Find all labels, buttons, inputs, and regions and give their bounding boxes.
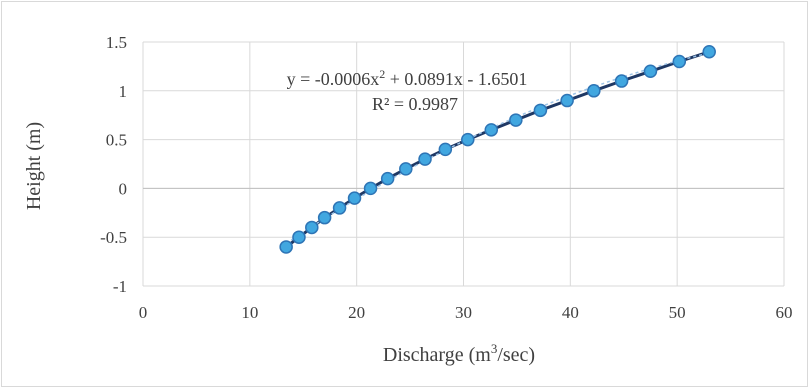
x-tick-label: 50 [669, 303, 686, 322]
y-tick-label: 1.5 [106, 33, 127, 52]
data-point [560, 93, 574, 108]
data-point [509, 113, 523, 127]
data-point [461, 132, 475, 147]
x-tick-label: 60 [776, 303, 793, 322]
data-point [702, 45, 716, 59]
data-point [587, 84, 601, 98]
data-point [533, 103, 548, 118]
data-point [380, 171, 395, 186]
x-axis-title: Discharge (m3/sec) [383, 341, 535, 366]
data-point [305, 220, 319, 235]
y-tick-label: 0 [119, 179, 128, 198]
y-tick-label: -0.5 [100, 228, 127, 247]
x-tick-labels: 0 10 20 30 40 50 60 [139, 303, 793, 322]
data-point [317, 210, 332, 225]
y-tick-label: -1 [113, 277, 127, 296]
data-point [672, 54, 687, 69]
x-tick-label: 30 [455, 303, 472, 322]
data-point [347, 191, 362, 205]
data-point [399, 162, 413, 176]
data-point [643, 64, 658, 79]
data-point [614, 74, 629, 88]
data-point [292, 230, 306, 244]
r-squared-label: R² = 0.9987 [372, 94, 458, 114]
data-point [363, 181, 378, 196]
data-point [332, 201, 347, 215]
y-axis-title: Height (m) [23, 122, 45, 210]
x-tick-label: 0 [139, 303, 148, 322]
data-point [438, 142, 453, 157]
x-tick-label: 10 [241, 303, 258, 322]
x-tick-label: 20 [348, 303, 365, 322]
trendline [285, 52, 710, 245]
y-tick-labels: -1 -0.5 0 0.5 1 1.5 [100, 33, 127, 296]
gridlines [142, 41, 785, 287]
data-point [484, 123, 499, 137]
y-tick-label: 0.5 [106, 131, 127, 150]
trendline-equation: y = -0.0006x2 + 0.0891x - 1.6501 [287, 67, 528, 89]
data-point [279, 240, 293, 254]
data-points [279, 45, 716, 254]
y-tick-label: 1 [119, 82, 128, 101]
x-tick-label: 40 [562, 303, 579, 322]
data-point [418, 152, 432, 166]
